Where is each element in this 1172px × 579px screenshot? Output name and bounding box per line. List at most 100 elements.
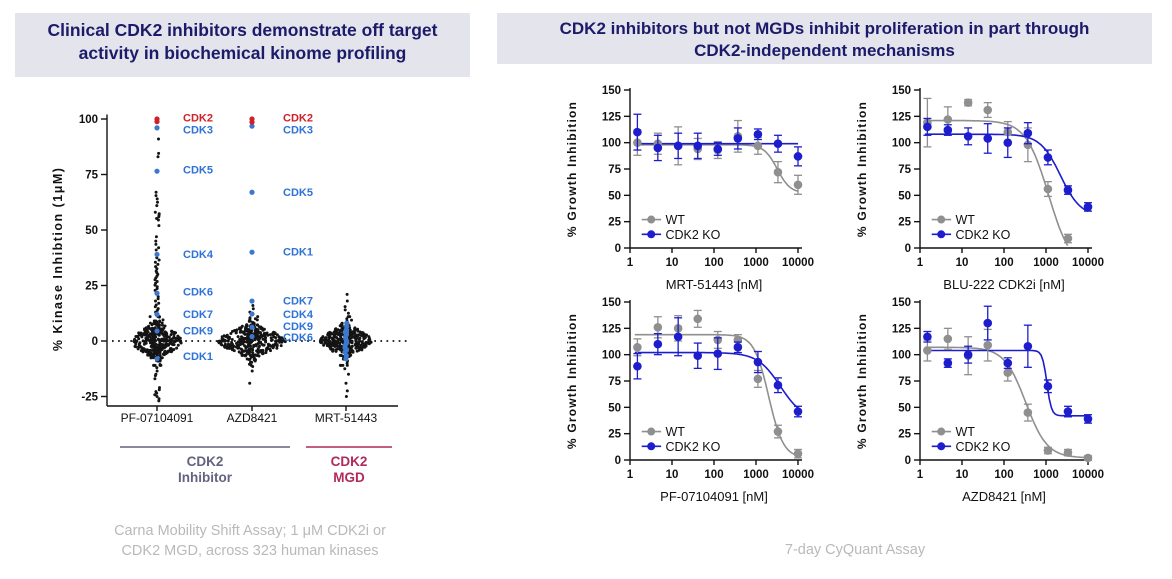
kinase-dot (148, 321, 152, 325)
data-point (793, 180, 803, 190)
y-tick-label: 150 (892, 297, 911, 309)
cdk-point-CDK5 (154, 168, 160, 174)
kinase-outlier-dot (155, 366, 159, 370)
swarm-AZD8421 (216, 116, 287, 385)
kinase-outlier-dot (251, 304, 255, 307)
group-label-0: Inhibitor (178, 470, 233, 485)
x-tick-label: 100 (704, 257, 723, 269)
y-tick-label: 150 (892, 85, 911, 97)
kinase-dot (179, 339, 183, 343)
series-CDK2 KO (633, 113, 803, 167)
group-label-1: CDK2 (331, 454, 368, 469)
data-point (923, 122, 932, 132)
kinase-dot (152, 350, 156, 354)
data-point (773, 427, 783, 436)
kinome-beeswarm-chart: 100 75 50 25 0 -25 % Kinase Inhibtion (1μM) PF-… (0, 84, 480, 514)
kinase-dot (162, 334, 166, 338)
kinase-dot (355, 340, 359, 344)
kinase-dot (163, 324, 167, 328)
kinase-dot (356, 329, 360, 333)
kinase-dot (338, 353, 342, 357)
data-point (793, 449, 803, 458)
kinase-dot (327, 344, 330, 347)
y-tick-label: 75 (608, 376, 621, 388)
kinase-dot (364, 340, 368, 344)
cdk-point-CDK6 (249, 333, 255, 340)
fit-curve-WT (634, 333, 799, 457)
kinase-dot (158, 340, 162, 344)
kinase-dot (363, 345, 367, 349)
kinase-outlier-dot (156, 262, 160, 266)
y-axis-title: % Growth Inhibition (855, 101, 869, 237)
kinase-dot (336, 328, 340, 332)
kinase-dot (150, 337, 153, 341)
y-axis-title: % Growth Inhibition (565, 313, 579, 449)
kinase-dot (143, 331, 147, 335)
kinase-dot (360, 333, 363, 337)
kinase-outlier-dot (347, 372, 350, 376)
kinase-dot (264, 339, 268, 342)
fit-curve-CDK2 KO (924, 349, 1088, 417)
group-label-0: CDK2 (187, 454, 224, 469)
legend-label-WT: WT (665, 425, 685, 439)
legend-marker-CDK2 KO (937, 442, 946, 451)
cdk-point-CDK7 (249, 298, 255, 304)
kinase-dot (134, 342, 138, 346)
kinase-outlier-dot (345, 389, 349, 393)
data-point (1043, 184, 1053, 194)
kinase-outlier-dot (153, 260, 157, 264)
subplot-blu222: 0 25 50 75 100 125 150 1 10 100 1000 10000 % Growth … (842, 76, 1152, 304)
kinase-dot (328, 335, 332, 339)
kinase-dot (331, 343, 335, 347)
kinase-dot (237, 340, 241, 344)
kinase-dot (332, 335, 336, 339)
kinase-dot (256, 348, 260, 352)
kinase-outlier-dot (251, 307, 255, 311)
kinase-outlier-dot (346, 311, 350, 315)
kinase-dot (156, 337, 160, 341)
kinase-dot (266, 333, 270, 337)
kinase-dot (334, 349, 338, 353)
kinase-dot (279, 344, 283, 348)
kinase-dot (242, 330, 246, 334)
y-tick-label: 0 (905, 455, 911, 467)
y-tick-label: 75 (898, 164, 911, 176)
kinase-dot (363, 335, 367, 339)
legend-marker-WT (647, 427, 656, 436)
kinase-dot (348, 345, 352, 349)
kinase-dot (169, 333, 173, 337)
data-point (653, 143, 663, 153)
kinase-dot (258, 336, 262, 340)
legend-label-WT: WT (665, 213, 685, 227)
kinase-dot (361, 331, 365, 335)
kinase-outlier-dot (157, 137, 160, 141)
cdk-label-CDK6: CDK6 (183, 287, 213, 299)
x-category-label: AZD8421 (227, 411, 278, 425)
kinase-outlier-dot (154, 242, 158, 246)
kinase-dot (137, 337, 141, 341)
kinase-dot (150, 326, 154, 330)
kinase-outlier-dot (155, 197, 159, 201)
kinase-dot (239, 326, 243, 330)
data-point (693, 351, 703, 361)
kinase-dot (237, 350, 241, 354)
data-point (773, 380, 783, 390)
kinase-dot (279, 338, 283, 342)
x-tick-label: 10 (666, 257, 679, 269)
data-point (633, 342, 642, 352)
kinase-dot (243, 349, 247, 353)
y-tick-label: 50 (608, 190, 621, 202)
kinase-dot (260, 351, 264, 355)
y-axis-title: % Growth Inhibition (565, 101, 579, 237)
x-tick-label: 1 (627, 469, 634, 481)
kinase-dot (236, 335, 240, 339)
kinase-outlier-dot (154, 190, 158, 194)
kinase-outlier-dot (157, 399, 161, 403)
data-point (633, 361, 642, 371)
kinase-outlier-dot (156, 200, 159, 204)
kinase-dot (269, 336, 273, 340)
kinase-dot (251, 351, 255, 355)
cdk-label-CDK3: CDK3 (283, 125, 313, 137)
cdk2-red-label: CDK2 (183, 112, 213, 124)
swarm-MRT-51443 (318, 292, 373, 398)
